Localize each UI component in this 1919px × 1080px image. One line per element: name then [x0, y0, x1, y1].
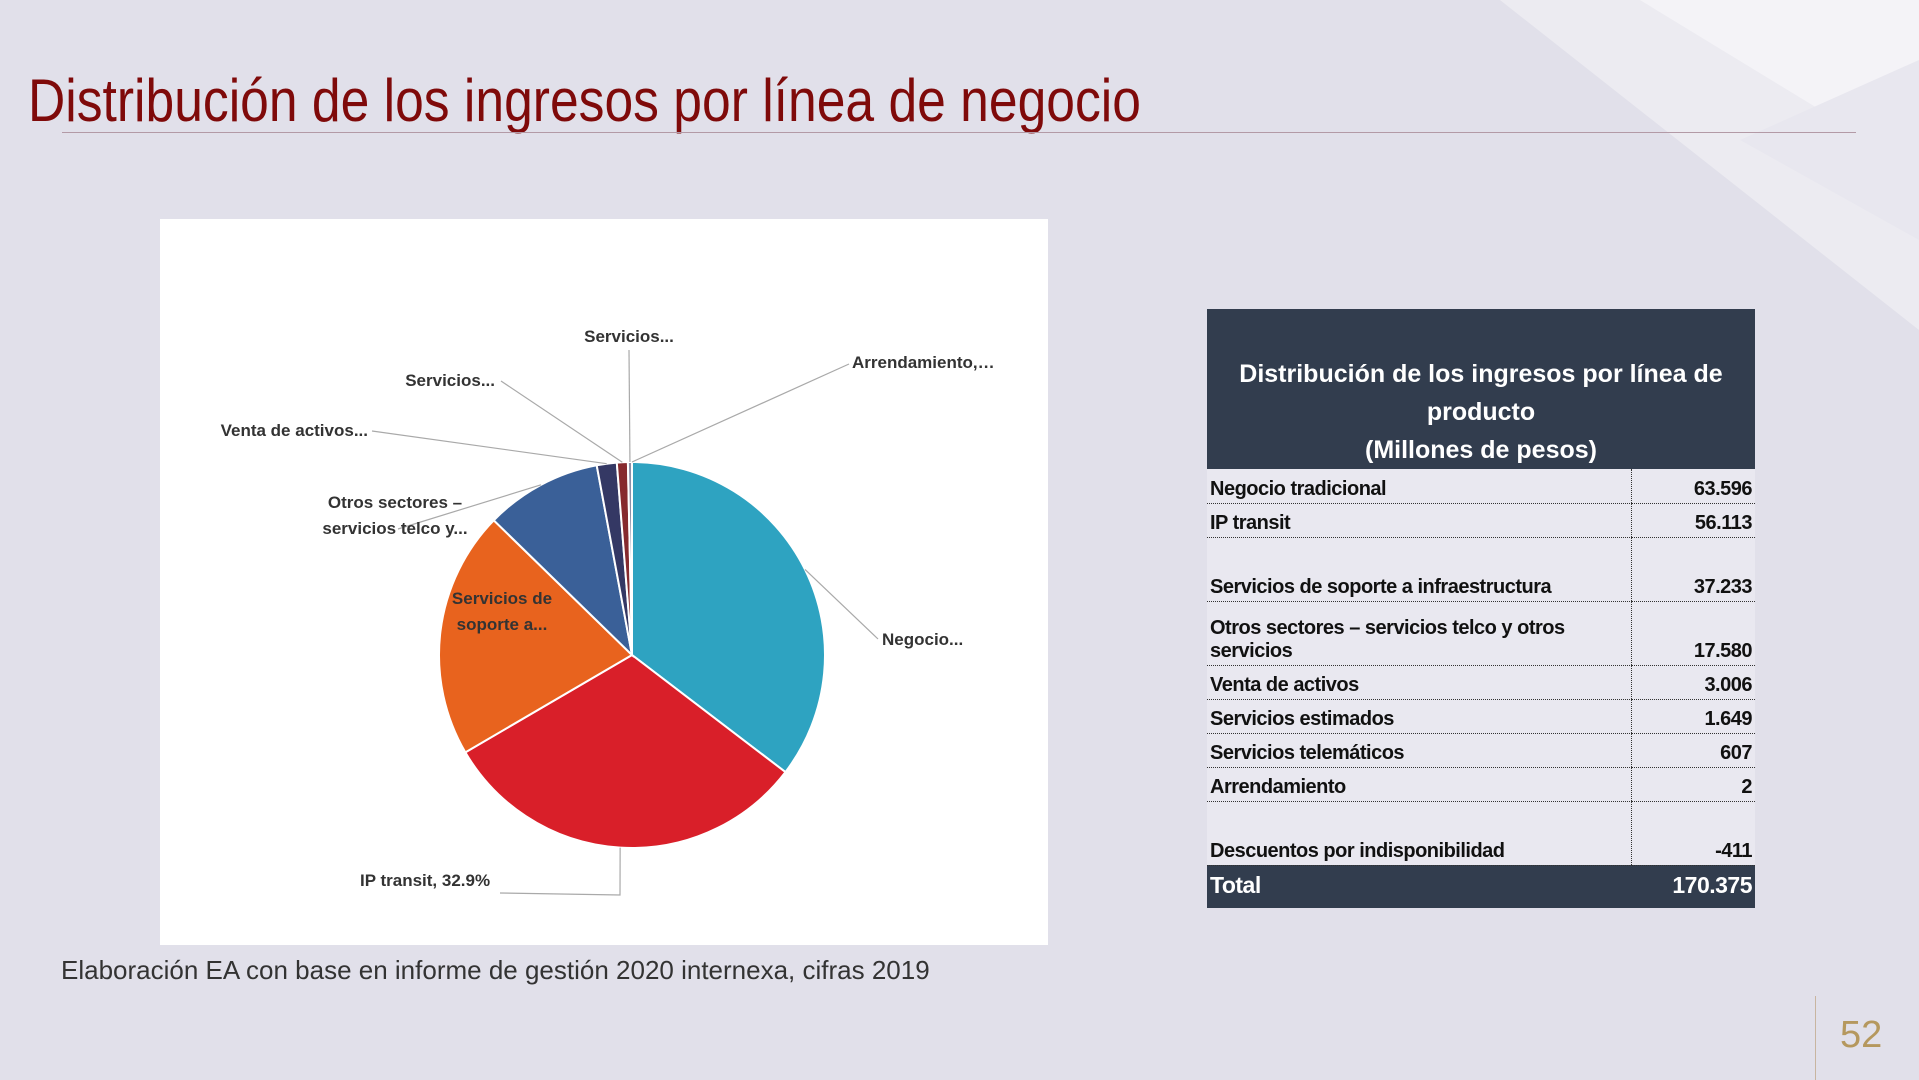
- table-total-row: Total 170.375: [1207, 865, 1755, 908]
- table-row: Negocio tradicional 63.596: [1207, 469, 1755, 504]
- pie-chart: Negocio... IP transit, 32.9% Servicios de s…: [221, 327, 995, 896]
- table-row: Servicios de soporte a infraestructura 3…: [1207, 537, 1755, 602]
- slice-label: Arrendamiento,…: [852, 353, 995, 372]
- leader-line: [500, 380, 623, 463]
- row-value: -411: [1630, 801, 1755, 866]
- background-facet: [1740, 60, 1919, 240]
- row-value: 3.006: [1630, 665, 1755, 700]
- row-value: 17.580: [1630, 601, 1755, 666]
- slide-title: Distribución de los ingresos por línea d…: [28, 67, 1141, 134]
- table-row: Servicios estimados 1.649: [1207, 699, 1755, 734]
- slice-label: Servicios...: [405, 371, 495, 390]
- leader-line: [628, 349, 631, 463]
- row-value: 63.596: [1630, 469, 1755, 504]
- leader-line: [804, 568, 879, 640]
- row-label: Servicios telemáticos: [1207, 733, 1631, 768]
- row-label: Negocio tradicional: [1207, 469, 1631, 504]
- leader-line: [371, 430, 607, 465]
- row-value: 1.649: [1630, 699, 1755, 734]
- row-label: Servicios estimados: [1207, 699, 1631, 734]
- total-label: Total: [1207, 865, 1631, 908]
- table-header-subtitle: (Millones de pesos): [1365, 436, 1597, 464]
- revenue-table: Distribución de los ingresos por línea d…: [1207, 309, 1755, 908]
- row-label: IP transit: [1207, 503, 1631, 538]
- slice-label: Negocio...: [882, 630, 963, 649]
- total-value: 170.375: [1631, 865, 1755, 908]
- row-label: Otros sectores – servicios telco y otros…: [1207, 601, 1631, 666]
- page-number: 52: [1840, 1014, 1883, 1056]
- table-row: Descuentos por indisponibilidad -411: [1207, 801, 1755, 866]
- title-underline: [62, 132, 1856, 133]
- slice-label: Otros sectores – servicios telco y...: [322, 493, 467, 538]
- slice-label: Servicios de soporte a...: [452, 589, 552, 634]
- slice-label: Servicios...: [584, 327, 674, 346]
- table-row: Venta de activos 3.006: [1207, 665, 1755, 700]
- table-row: Arrendamiento 2: [1207, 767, 1755, 802]
- leader-line: [397, 484, 542, 530]
- pie-chart-panel: Negocio... IP transit, 32.9% Servicios de s…: [160, 219, 1048, 945]
- table-row: Otros sectores – servicios telco y otros…: [1207, 601, 1755, 666]
- pie-slice: [492, 464, 634, 658]
- row-label: Descuentos por indisponibilidad: [1207, 801, 1631, 866]
- row-label: Venta de activos: [1207, 665, 1631, 700]
- row-value: 37.233: [1630, 537, 1755, 602]
- leader-line: [631, 363, 850, 463]
- row-value: 2: [1630, 767, 1755, 802]
- row-value: 56.113: [1630, 503, 1755, 538]
- row-value: 607: [1630, 733, 1755, 768]
- table-header-title: Distribución de los ingresos por línea d…: [1239, 360, 1723, 426]
- slice-label: IP transit, 32.9%: [360, 871, 490, 890]
- pie-slice: [463, 653, 787, 849]
- table-header-row: Distribución de los ingresos por línea d…: [1207, 309, 1755, 469]
- table-row: Servicios telemáticos 607: [1207, 733, 1755, 768]
- row-label: Arrendamiento: [1207, 767, 1631, 802]
- table-header: Distribución de los ingresos por línea d…: [1207, 309, 1755, 469]
- leader-line: [499, 847, 621, 896]
- row-label: Servicios de soporte a infraestructura: [1207, 537, 1631, 602]
- source-caption: Elaboración EA con base en informe de ge…: [61, 955, 930, 985]
- slice-label: Venta de activos...: [221, 421, 368, 440]
- page-number-divider: [1815, 996, 1816, 1080]
- table-row: IP transit 56.113: [1207, 503, 1755, 538]
- pie-slice: [438, 518, 634, 754]
